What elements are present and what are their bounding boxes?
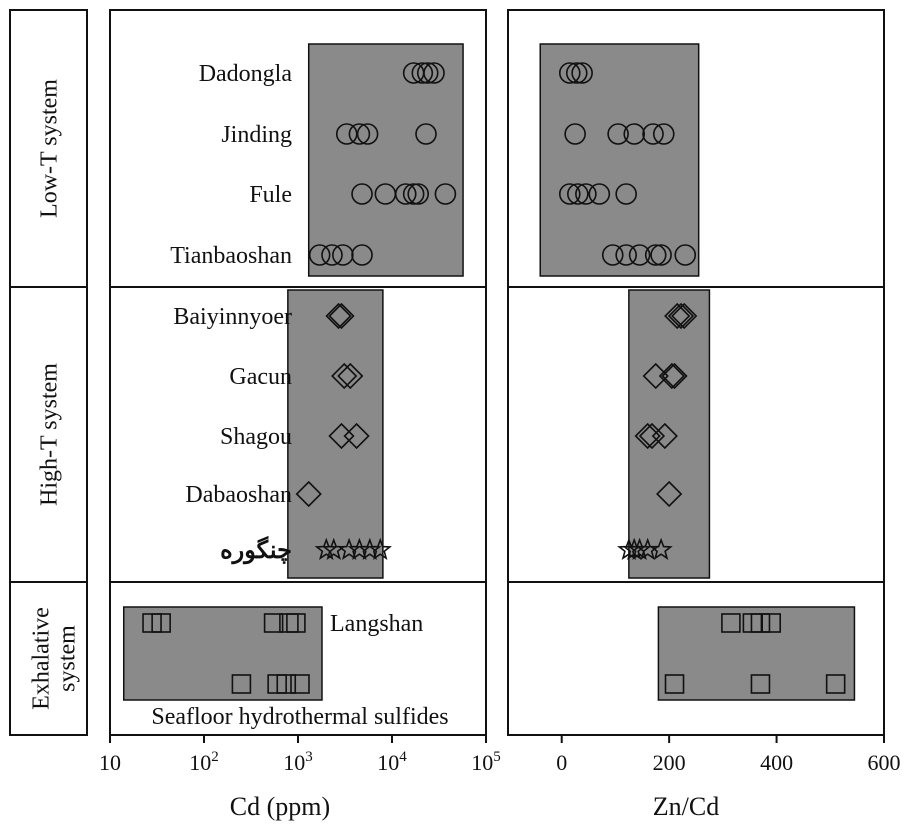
point-left-circle-1 [348,123,371,145]
point-right-diamond-1 [667,302,695,330]
point-right-diamond-1 [658,362,685,390]
deposit-label: Gacun [229,364,292,390]
point-left-circle-3 [351,244,373,266]
panel-frame-0 [9,9,88,736]
range-box-left-0 [307,43,464,277]
point-left-star-5 [368,537,392,560]
point-right-diamond-2 [671,302,698,330]
point-left-diamond-0 [331,362,358,390]
point-left-square-2 [263,613,284,633]
point-right-square-3 [761,613,782,633]
point-right-star-4 [649,537,673,560]
x-axis-label-left: Cd (ppm) [230,792,330,821]
point-left-diamond-0 [295,480,322,508]
point-right-circle-0 [564,123,586,145]
point-left-square-3 [290,674,310,694]
x-tick-label-right: 600 [868,750,901,775]
x-tick-label-left: 102 [189,749,219,775]
point-left-diamond-1 [343,422,370,450]
deposit-label: Jinding [221,122,292,148]
point-right-circle-5 [674,244,697,266]
point-left-circle-1 [411,62,434,84]
deposit-label: Langshan [330,611,423,637]
point-left-circle-2 [416,62,439,84]
point-right-circle-1 [615,244,637,266]
x-tick-label-left: 10 [99,750,121,775]
point-right-square-0 [664,674,685,694]
x-tick-label-left: 103 [283,749,313,775]
deposit-label: Shagou [220,424,292,450]
point-right-circle-0 [601,244,624,266]
point-left-circle-2 [356,123,379,145]
group-label: Low-T system [37,79,63,218]
point-left-circle-0 [308,244,331,266]
point-right-star-2 [627,537,652,560]
point-right-circle-2 [571,62,593,84]
point-left-square-1 [151,613,171,633]
panel-frame-2 [507,9,885,736]
point-left-circle-3 [402,183,425,205]
point-right-circle-1 [565,62,588,84]
point-right-circle-2 [575,183,597,205]
point-left-circle-2 [332,244,354,266]
group-label: Exhalativesystem [29,607,81,710]
deposit-label: Baiyinnyoer [173,304,292,330]
point-right-circle-1 [607,123,629,145]
point-left-circle-5 [434,183,457,205]
range-box-right-0 [539,43,700,277]
deposit-label: Dadongla [199,61,293,87]
point-right-circle-0 [558,183,581,205]
point-left-diamond-1 [328,302,355,330]
point-right-square-1 [750,674,771,694]
x-tick-label-right: 400 [760,750,793,775]
point-left-circle-4 [407,183,430,205]
x-axis-label-right: Zn/Cd [653,792,719,821]
point-right-diamond-0 [634,422,661,450]
point-right-circle-3 [644,244,667,266]
group-label: High-T system [37,363,63,506]
x-tick-label-right: 0 [556,750,567,775]
point-right-diamond-1 [638,422,666,450]
point-left-star-0 [314,537,338,560]
point-left-diamond-0 [325,302,352,330]
point-right-circle-2 [628,244,651,266]
point-left-circle-0 [351,183,373,205]
point-right-circle-3 [642,123,664,145]
point-left-circle-0 [335,123,358,145]
point-left-circle-2 [394,183,417,205]
deposit-label: چنگوره [220,535,292,565]
point-left-square-2 [276,674,297,694]
point-right-diamond-2 [661,362,688,390]
range-box-right-2 [657,606,856,701]
range-box-left-1 [287,289,384,579]
point-right-diamond-2 [651,422,678,450]
range-box-left-2 [122,606,323,701]
point-left-circle-1 [321,244,343,266]
point-right-diamond-0 [664,302,691,330]
point-right-circle-1 [567,183,589,205]
point-right-circle-4 [650,244,672,266]
point-right-circle-3 [588,183,611,205]
point-right-square-2 [750,613,771,633]
deposit-label: Dabaoshan [185,482,292,508]
x-tick-label-left: 105 [471,749,501,775]
point-right-square-0 [721,613,741,633]
point-right-circle-2 [623,123,646,145]
point-left-square-0 [231,674,252,694]
point-right-circle-0 [558,62,581,84]
point-left-circle-3 [415,123,437,145]
point-right-diamond-0 [656,480,683,508]
point-left-circle-3 [423,62,445,84]
deposit-label: Seafloor hydrothermal sulfides [151,704,448,730]
point-right-circle-4 [652,123,675,145]
deposit-label: Tianbaoshan [170,243,292,269]
point-left-diamond-1 [337,362,364,390]
point-left-square-4 [286,613,306,633]
point-right-square-2 [825,674,846,694]
x-tick-label-left: 104 [377,749,407,775]
deposit-label: Fule [249,182,292,208]
x-tick-label-right: 200 [653,750,686,775]
point-right-circle-4 [615,183,637,205]
